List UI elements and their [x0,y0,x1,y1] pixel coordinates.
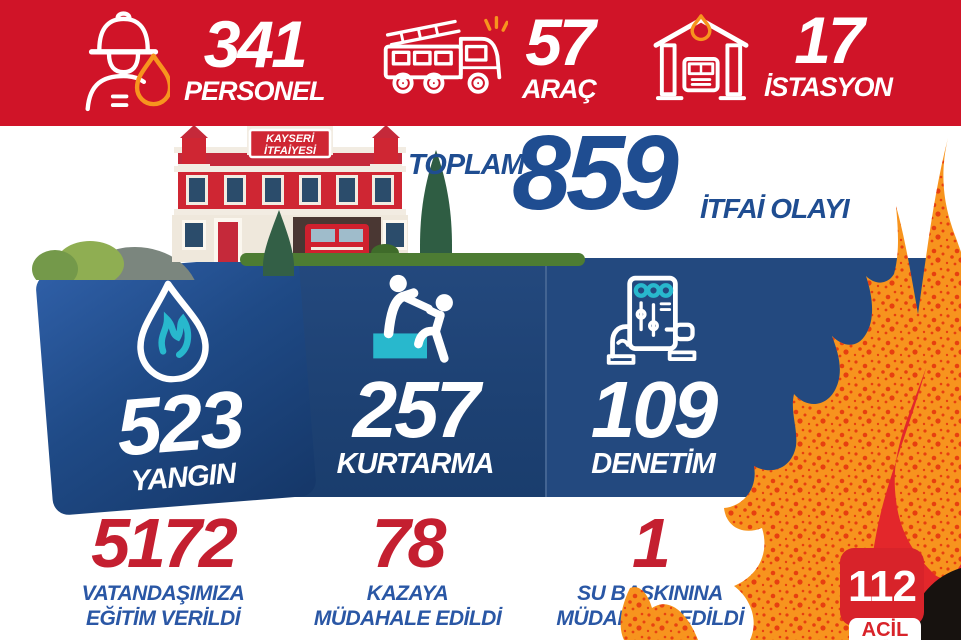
denetim-value: 109 [590,365,718,454]
kaza-label-line1: KAZAYA [366,581,449,605]
top-stat-text: 17 İSTASYON [764,2,893,103]
flame-body [724,138,961,640]
station-sign: KAYSERİ İTFAİYESİ [248,128,332,159]
fire-station-icon [653,14,749,101]
istasyon-value: 17 [794,2,864,77]
kaza-label-line2: MÜDAHALE EDİLDİ [313,607,502,631]
ground-windows [182,220,407,250]
total-prefix: TOPLAM [408,149,525,181]
tree-front [263,210,294,276]
subaskini-label-line1: SU BASKININA [577,581,723,605]
bush-dark [32,250,78,280]
top-stat-personel: 341 PERSONEL [78,6,326,114]
fire-truck-icon [383,15,508,94]
personel-value: 341 [203,6,308,81]
egitim-label-line1: VATANDAŞIMIZA [81,581,245,605]
fire-station-building: KAYSERİ İTFAİYESİ [172,103,408,262]
yangin-label: YANGIN [129,457,237,498]
kurtarma-label: KURTARMA [336,448,495,480]
arac-value: 57 [525,4,595,79]
badge-number: 112 [848,562,917,611]
tree-back [420,150,452,264]
stat-card-denetim: 109 DENETİM [548,272,758,481]
badge-label-acil: ACİL [861,619,909,640]
bottom-stat-kaza: 78 KAZAYA MÜDAHALE EDİLDİ [295,504,520,632]
flame-accent-icon [134,53,170,107]
inspection-icon [606,275,697,365]
istasyon-label: İSTASYON [764,72,893,103]
stat-card-kurtarma: 257 KURTARMA [310,272,520,481]
turrets [178,125,402,168]
bottom-stat-egitim: 5172 VATANDAŞIMIZA EĞİTİM VERİLDİ [48,504,278,632]
top-stat-text: 57 ARAÇ [522,4,597,105]
sign-line2: İTFAİYESİ [264,144,317,157]
kaza-value: 78 [371,504,447,582]
kaza-label: KAZAYA MÜDAHALE EDİLDİ [313,581,502,632]
top-stat-text: 341 PERSONEL [184,6,326,107]
siren-flash-icon [484,15,508,32]
entrance-door [214,218,242,262]
badge-label-box: ACİL ÇAĞRI [849,618,921,640]
egitim-label-line2: EĞİTİM VERİLDİ [85,607,241,631]
flame-tongue-texture [620,587,698,640]
fire-station-illustration: KAYSERİ İTFAİYESİ [32,103,585,280]
incident-band [240,258,930,497]
top-banner: 341 PERSONEL [0,0,961,126]
rescue-icon [373,274,453,363]
corner-silhouette [911,568,961,640]
arac-label: ARAÇ [522,74,597,105]
emergency-112-badge: 112 ACİL ÇAĞRI [840,548,930,640]
total-suffix: İTFAİ OLAYI [700,193,850,224]
denetim-label: DENETİM [591,448,715,480]
egitim-label: VATANDAŞIMIZA EĞİTİM VERİLDİ [82,581,245,632]
personel-label: PERSONEL [184,76,326,107]
total-value: 859 [512,114,679,232]
upper-windows [186,175,394,205]
flame-accent-icon [690,14,712,42]
flame-drop-icon [137,280,209,383]
yangin-value: 523 [113,374,245,473]
subaskini-value: 1 [632,504,671,582]
ground-strip [240,253,585,266]
ground-bush [371,244,399,253]
firefighter-icon [85,11,170,112]
sign-line1: KAYSERİ [266,132,315,145]
stat-card-yangin: 523 YANGIN [34,254,318,516]
top-stat-istasyon: 17 İSTASYON [652,2,893,104]
badge-number-box: 112 [840,548,924,626]
egitim-value: 5172 [91,504,238,582]
kurtarma-value: 257 [352,365,480,454]
top-stat-arac: 57 ARAÇ [378,4,597,106]
